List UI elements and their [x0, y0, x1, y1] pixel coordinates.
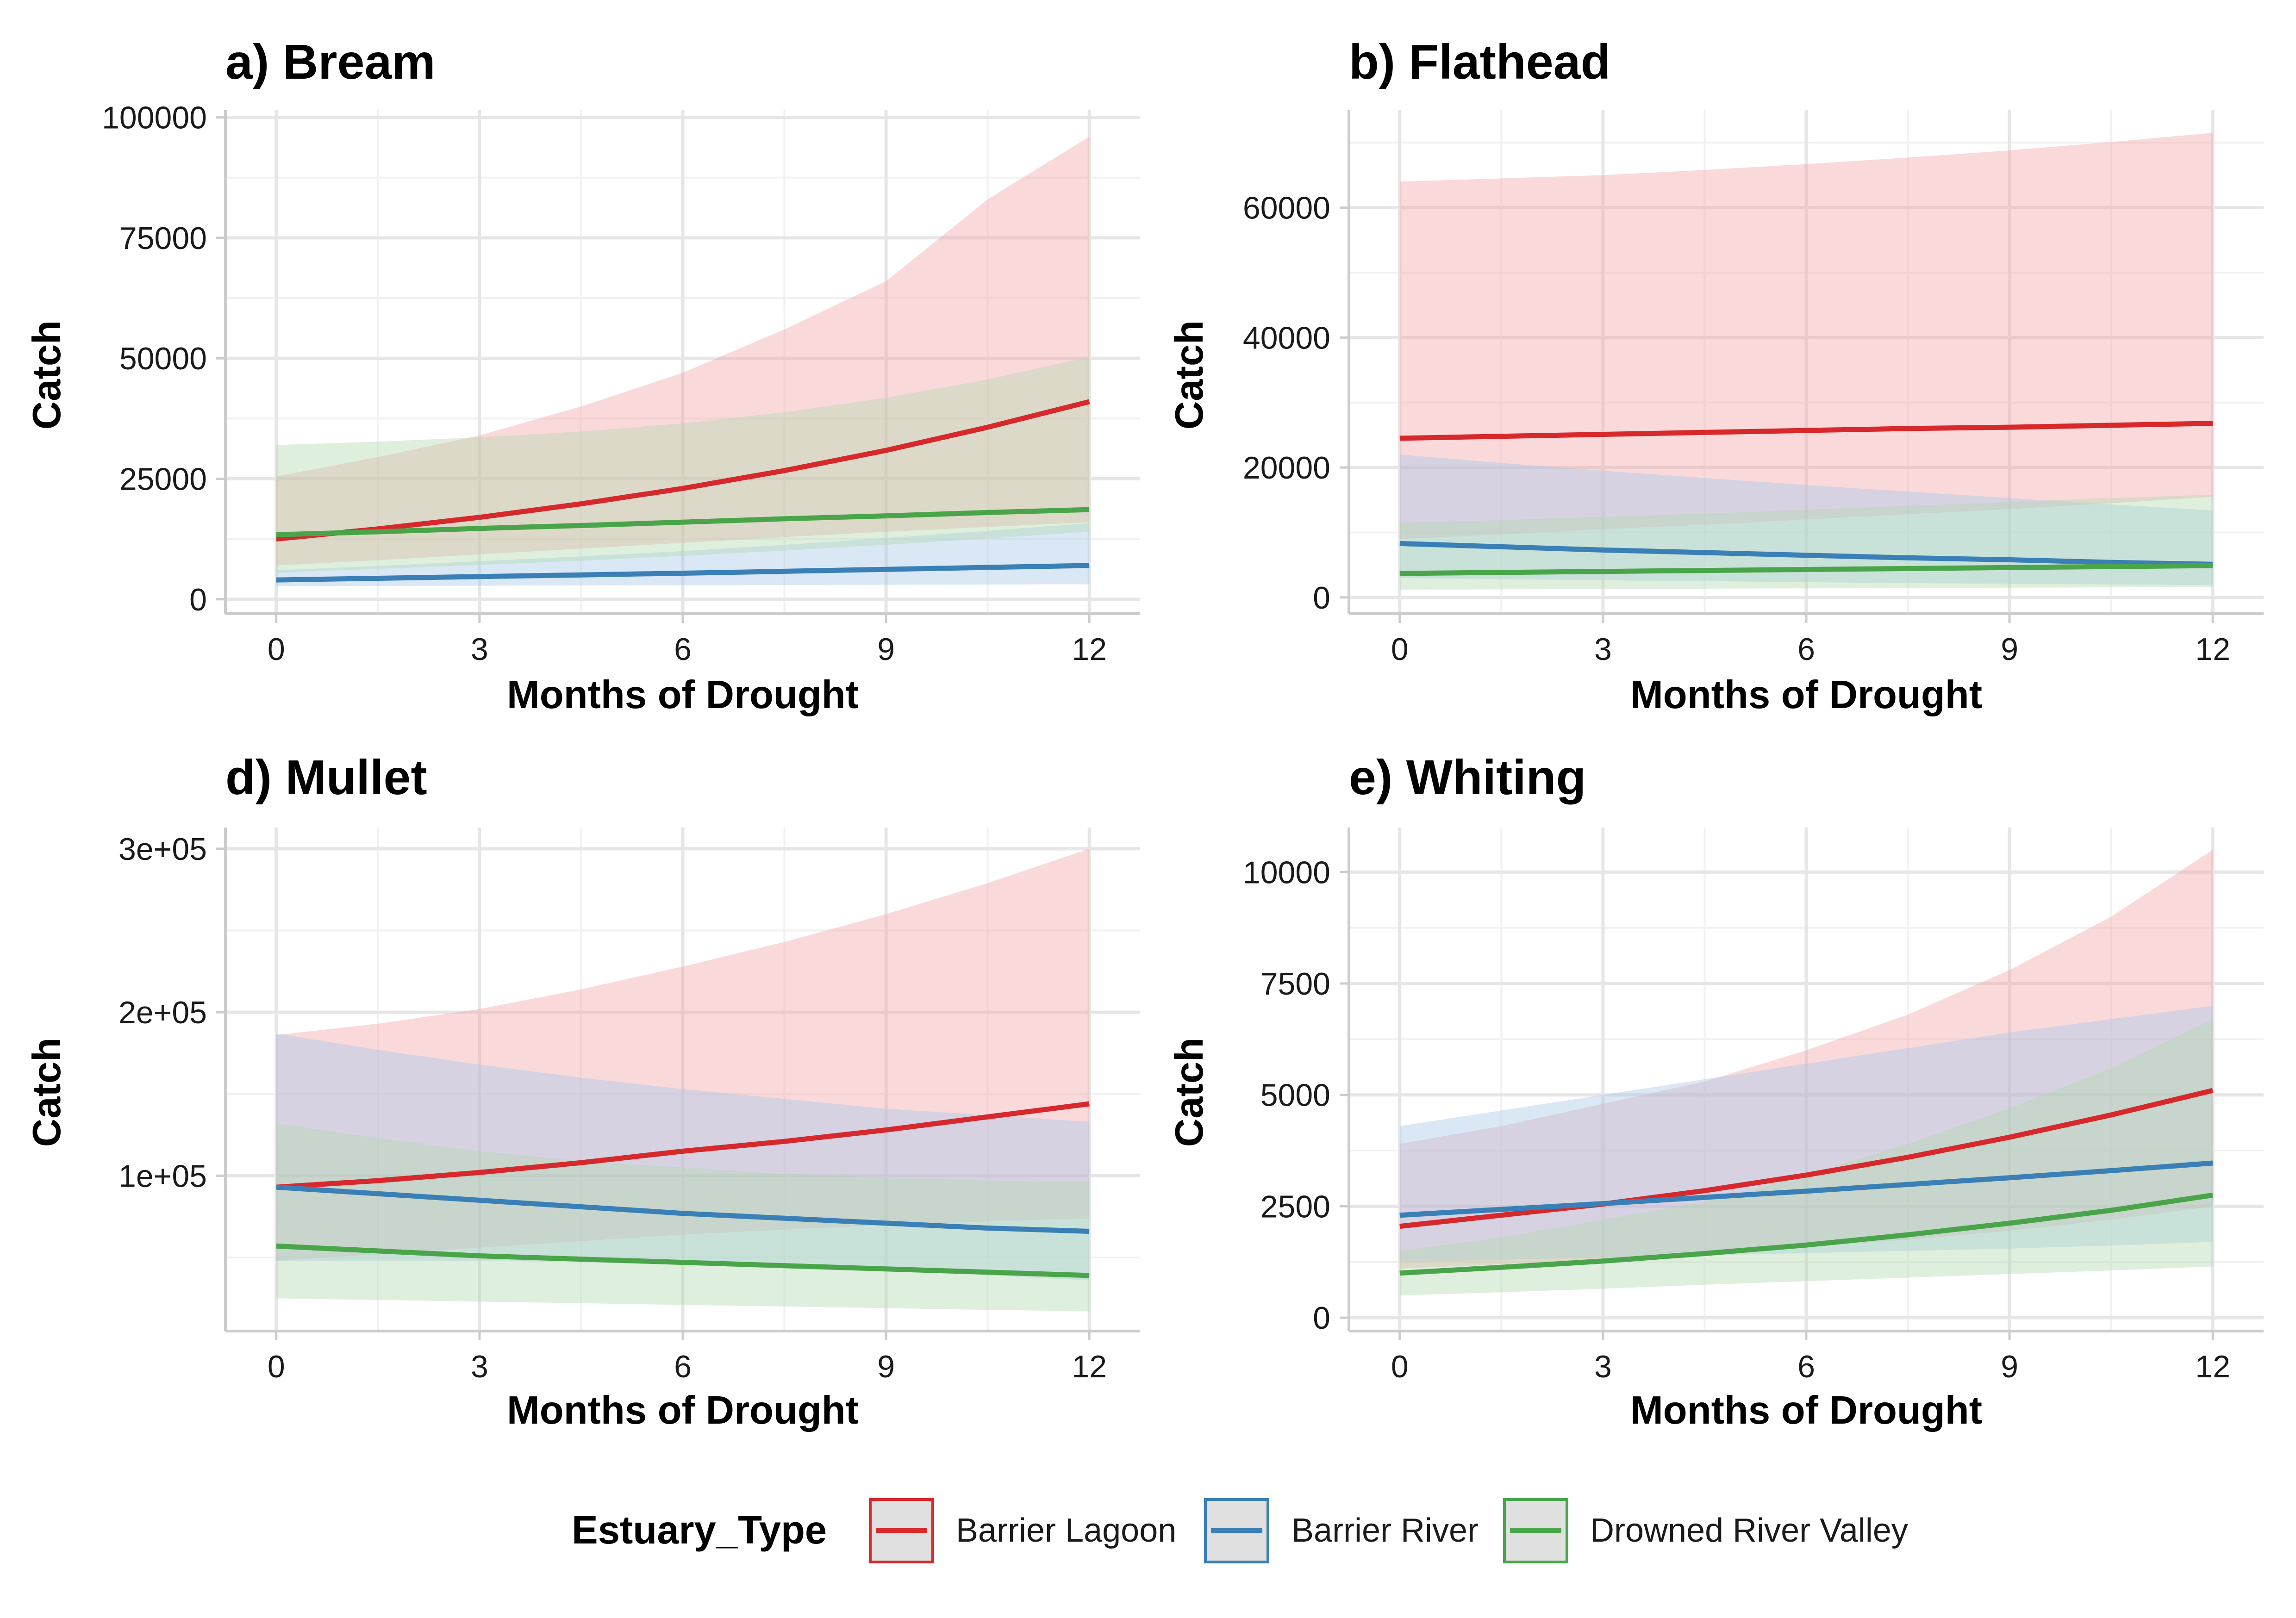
x-tick-label: 6: [1797, 1349, 1815, 1384]
legend-item-barrier-river: Barrier River: [1204, 1498, 1479, 1563]
y-axis-title: Catch: [25, 1038, 69, 1147]
line-drowned-river-valley: [276, 507, 1090, 537]
y-axis-title: Catch: [1167, 320, 1211, 429]
series-lines: [1399, 1088, 2214, 1276]
y-tick-label: 2e+05: [119, 995, 207, 1030]
y-tick-label: 3e+05: [119, 832, 207, 867]
x-tick-label: 9: [877, 632, 895, 667]
panel-flathead: 0 3 6 9 12 0 20000 40000 60000 b) Flathead Months …: [1167, 35, 2264, 717]
panel-title: e) Whiting: [1349, 750, 1586, 805]
x-tick-label: 12: [2195, 1349, 2230, 1384]
legend-item-barrier-lagoon: Barrier Lagoon: [869, 1498, 1176, 1563]
y-tick-label: 0: [1313, 1301, 1330, 1336]
confidence-ribbons: [1399, 133, 2213, 590]
panel-mullet: 0 3 6 9 12 1e+05 2e+05 3e+05 d) Mullet Months of …: [25, 750, 1140, 1432]
line-barrier-river: [276, 563, 1090, 583]
line-barrier-river: [276, 1184, 1090, 1234]
x-tick-label: 0: [268, 632, 285, 667]
legend-label: Drowned River Valley: [1590, 1512, 1908, 1549]
ticks: 0 3 6 9 12 0 25000 50000 75000 100000: [102, 100, 1107, 667]
y-axis-title: Catch: [1167, 1038, 1211, 1147]
legend-item-drowned-river-valley: Drowned River Valley: [1503, 1498, 1908, 1563]
line-barrier-lagoon: [276, 1101, 1090, 1190]
line-barrier-lagoon: [276, 399, 1090, 542]
y-tick-label: 60000: [1243, 191, 1330, 226]
x-axis-title: Months of Drought: [507, 673, 859, 717]
x-tick-label: 12: [1072, 1349, 1107, 1384]
y-tick-label: 25000: [119, 461, 207, 497]
line-barrier-river: [1399, 541, 2213, 567]
panel-bream: 0 3 6 9 12 0 25000 50000 75000 100000 a) Bream Mont…: [25, 35, 1140, 717]
y-tick-label: 1e+05: [119, 1158, 207, 1194]
confidence-ribbons: [1399, 850, 2213, 1295]
line-drowned-river-valley: [1399, 1192, 2214, 1276]
x-tick-label: 9: [2001, 632, 2018, 667]
x-tick-label: 3: [471, 632, 488, 667]
x-tick-label: 0: [1391, 632, 1409, 667]
x-tick-label: 6: [674, 1349, 692, 1384]
series-lines: [276, 399, 1090, 583]
panel-whiting: 0 3 6 9 12 0 2500 5000 7500 10000 e) Whiting Months…: [1167, 750, 2264, 1432]
y-tick-label: 10000: [1243, 855, 1330, 890]
legend-label: Barrier River: [1292, 1512, 1479, 1549]
y-tick-label: 2500: [1260, 1189, 1330, 1224]
ticks: 0 3 6 9 12 0 20000 40000 60000: [1243, 191, 2230, 667]
x-tick-label: 12: [2195, 632, 2230, 667]
y-tick-label: 0: [1313, 580, 1330, 616]
line-barrier-lagoon: [1399, 421, 2213, 441]
x-tick-label: 3: [1594, 632, 1612, 667]
line-drowned-river-valley: [1399, 563, 2213, 576]
ribbon-barrier-river: [276, 1033, 1090, 1281]
x-tick-label: 12: [1072, 632, 1107, 667]
ribbon-barrier-river: [1399, 1006, 2213, 1262]
ticks: 0 3 6 9 12 0 2500 5000 7500 10000: [1243, 855, 2230, 1384]
line-barrier-lagoon: [1399, 1088, 2214, 1229]
x-tick-label: 9: [877, 1349, 895, 1384]
y-tick-label: 75000: [119, 221, 207, 256]
y-tick-label: 20000: [1243, 450, 1330, 485]
y-tick-label: 0: [189, 582, 207, 617]
grid: [1349, 110, 2264, 614]
y-axis-title: Catch: [25, 320, 69, 429]
y-tick-label: 40000: [1243, 320, 1330, 355]
ribbon-barrier-lagoon: [1399, 133, 2213, 539]
x-tick-label: 0: [1391, 1349, 1409, 1384]
x-tick-label: 3: [1594, 1349, 1612, 1384]
y-tick-label: 7500: [1260, 966, 1330, 1002]
x-tick-label: 9: [2001, 1349, 2018, 1384]
y-tick-label: 5000: [1260, 1078, 1330, 1113]
ribbon-barrier-lagoon: [1399, 850, 2213, 1269]
x-tick-label: 3: [471, 1349, 488, 1384]
legend: Estuary_Type Barrier Lagoon Barrier River D…: [572, 1498, 1908, 1563]
x-axis-title: Months of Drought: [1630, 1388, 1982, 1432]
grid: [225, 110, 1140, 614]
x-tick-label: 6: [674, 632, 692, 667]
series-lines: [1399, 421, 2213, 576]
x-axis-title: Months of Drought: [507, 1388, 859, 1432]
y-tick-label: 100000: [102, 100, 207, 136]
ribbon-barrier-lagoon: [276, 848, 1090, 1261]
legend-label: Barrier Lagoon: [956, 1512, 1176, 1549]
ribbon-drowned-river-valley: [1399, 1019, 2213, 1295]
x-tick-label: 6: [1797, 632, 1815, 667]
line-drowned-river-valley: [276, 1243, 1090, 1278]
series-lines: [276, 1101, 1090, 1278]
panel-title: a) Bream: [225, 35, 436, 89]
legend-title: Estuary_Type: [572, 1508, 827, 1552]
panel-title: d) Mullet: [225, 750, 427, 805]
x-axis-title: Months of Drought: [1630, 673, 1982, 717]
y-tick-label: 50000: [119, 341, 207, 376]
grid: [225, 828, 1140, 1331]
x-tick-label: 0: [268, 1349, 285, 1384]
panel-title: b) Flathead: [1349, 35, 1610, 89]
line-barrier-river: [1399, 1160, 2213, 1218]
ribbon-barrier-lagoon: [276, 137, 1090, 566]
ticks: 0 3 6 9 12 1e+05 2e+05 3e+05: [119, 832, 1107, 1384]
